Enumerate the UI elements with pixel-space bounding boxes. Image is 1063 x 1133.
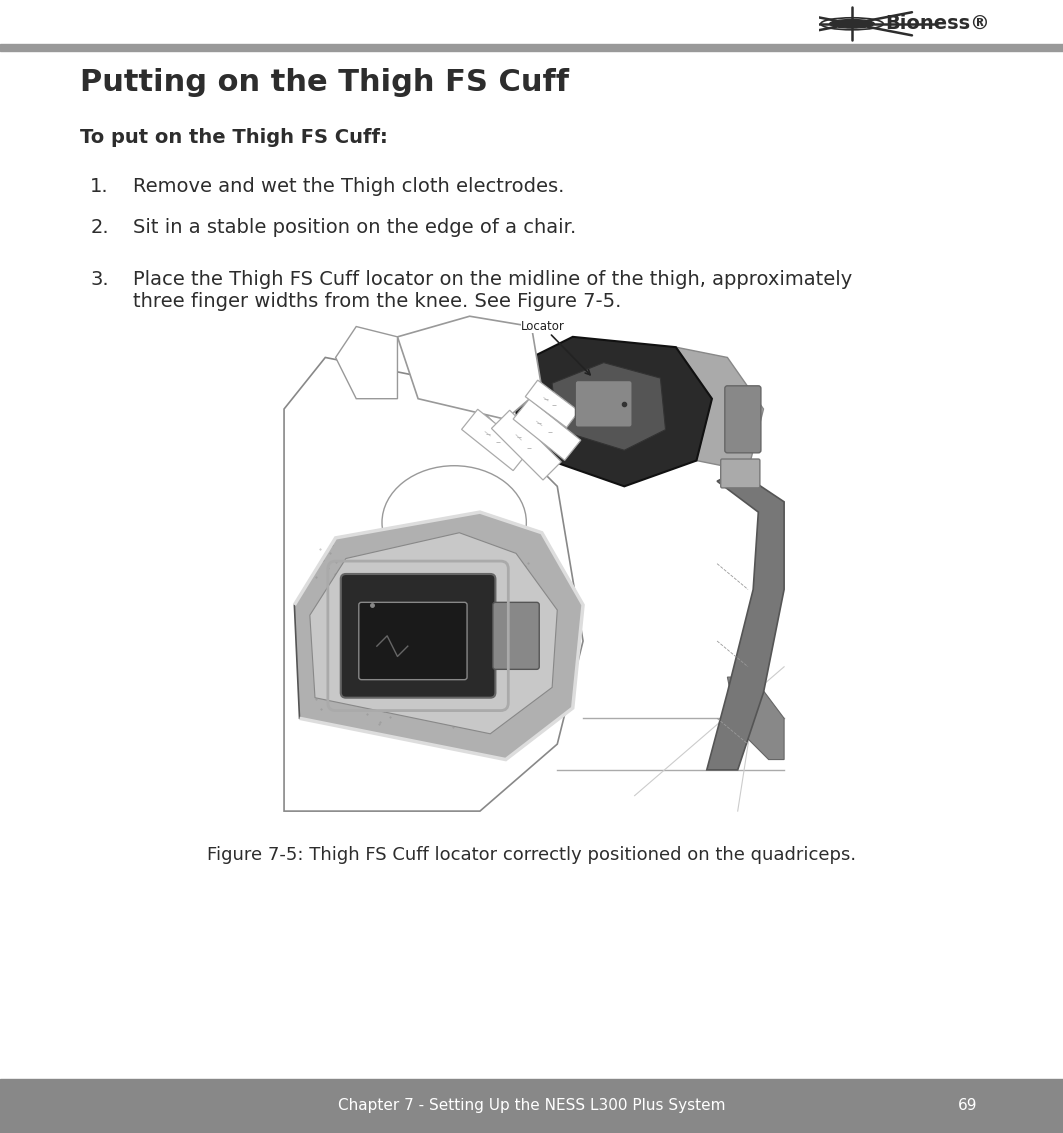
Text: Locator: Locator [521, 320, 590, 375]
FancyBboxPatch shape [493, 603, 539, 670]
Polygon shape [309, 533, 557, 734]
Text: Chapter 7 - Setting Up the NESS L300 Plus System: Chapter 7 - Setting Up the NESS L300 Plu… [338, 1098, 725, 1114]
Polygon shape [727, 678, 784, 759]
Polygon shape [336, 326, 398, 399]
Circle shape [829, 19, 874, 28]
Ellipse shape [382, 466, 526, 579]
Polygon shape [294, 512, 583, 759]
Polygon shape [511, 337, 712, 486]
Polygon shape [707, 471, 784, 770]
FancyBboxPatch shape [274, 306, 789, 821]
Text: 3.: 3. [90, 270, 109, 289]
Polygon shape [461, 409, 529, 470]
FancyBboxPatch shape [721, 459, 760, 488]
Text: Bioness®: Bioness® [885, 15, 991, 33]
Polygon shape [676, 347, 763, 471]
FancyBboxPatch shape [341, 574, 495, 698]
Polygon shape [513, 399, 580, 460]
FancyBboxPatch shape [269, 300, 794, 827]
Polygon shape [398, 316, 542, 419]
FancyBboxPatch shape [359, 603, 467, 680]
Polygon shape [552, 363, 665, 450]
Polygon shape [525, 381, 579, 427]
Text: Remove and wet the Thigh cloth electrodes.: Remove and wet the Thigh cloth electrode… [133, 177, 564, 196]
Text: 69: 69 [958, 1098, 977, 1114]
FancyBboxPatch shape [725, 386, 761, 453]
Text: 2.: 2. [90, 218, 109, 237]
Text: To put on the Thigh FS Cuff:: To put on the Thigh FS Cuff: [80, 128, 388, 147]
Polygon shape [284, 357, 583, 811]
Text: Figure 7-5: Thigh FS Cuff locator correctly positioned on the quadriceps.: Figure 7-5: Thigh FS Cuff locator correc… [207, 846, 856, 864]
Text: Place the Thigh FS Cuff locator on the midline of the thigh, approximately
three: Place the Thigh FS Cuff locator on the m… [133, 270, 853, 310]
Text: Putting on the Thigh FS Cuff: Putting on the Thigh FS Cuff [80, 68, 569, 97]
Text: 1.: 1. [90, 177, 109, 196]
FancyBboxPatch shape [575, 381, 632, 427]
Polygon shape [491, 410, 561, 480]
Text: Sit in a stable position on the edge of a chair.: Sit in a stable position on the edge of … [133, 218, 576, 237]
